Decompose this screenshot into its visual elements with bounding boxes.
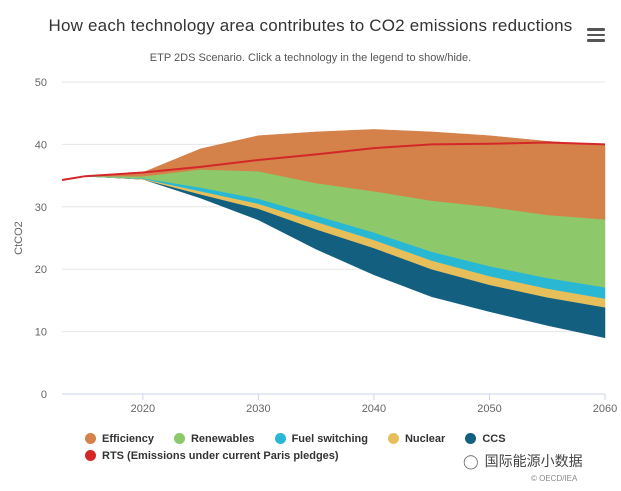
wechat-icon: ◯ xyxy=(463,452,479,469)
copyright: © OECD/IEA xyxy=(531,474,578,483)
legend-swatch xyxy=(173,433,185,444)
legend-label: RTS (Emissions under current Paris pledg… xyxy=(102,449,339,462)
y-tick-label: 30 xyxy=(35,202,47,214)
legend-label: Nuclear xyxy=(404,432,446,445)
y-tick-label: 10 xyxy=(35,327,47,339)
legend-item-rts[interactable]: RTS (Emissions under current Paris pledg… xyxy=(85,450,339,462)
chart-title: How each technology area contributes to … xyxy=(48,16,573,35)
y-tick-label: 20 xyxy=(35,264,47,276)
legend: Efficiency Renewables Fuel switching Nuclea… xyxy=(85,430,545,464)
legend-item-ccs[interactable]: CCS xyxy=(465,432,506,445)
legend-swatch xyxy=(274,433,286,444)
legend-item-efficiency[interactable]: Efficiency xyxy=(85,433,154,445)
watermark-text: 国际能源小数据 xyxy=(484,453,583,469)
x-tick-label: 2050 xyxy=(477,403,501,415)
area-efficiency xyxy=(61,129,606,220)
legend-swatch xyxy=(465,433,477,444)
y-axis-label: CtCO2 xyxy=(13,221,25,255)
x-tick-label: 2060 xyxy=(593,403,617,415)
y-tick-label: 0 xyxy=(41,389,47,401)
x-tick-label: 2030 xyxy=(246,403,270,415)
x-tick-label: 2040 xyxy=(362,403,386,415)
legend-swatch xyxy=(85,433,96,444)
line-rts xyxy=(61,141,606,181)
legend-label: Efficiency xyxy=(102,432,154,445)
legend-item-fuel-switching[interactable]: Fuel switching xyxy=(274,432,368,445)
y-tick-label: 50 xyxy=(35,77,47,89)
hamburger-menu-icon[interactable] xyxy=(587,28,605,42)
chart-subtitle: ETP 2DS Scenario. Click a technology in … xyxy=(149,52,472,64)
legend-label: Renewables xyxy=(190,432,255,445)
watermark: ◯ 国际能源小数据 xyxy=(463,451,583,471)
legend-swatch xyxy=(85,450,96,461)
legend-item-nuclear[interactable]: Nuclear xyxy=(387,432,446,445)
legend-label: CCS xyxy=(482,432,506,445)
y-tick-label: 40 xyxy=(35,139,47,151)
legend-label: Fuel switching xyxy=(291,432,368,445)
legend-item-renewables[interactable]: Renewables xyxy=(173,432,255,445)
x-tick-label: 2020 xyxy=(131,403,155,415)
legend-swatch xyxy=(387,433,399,444)
